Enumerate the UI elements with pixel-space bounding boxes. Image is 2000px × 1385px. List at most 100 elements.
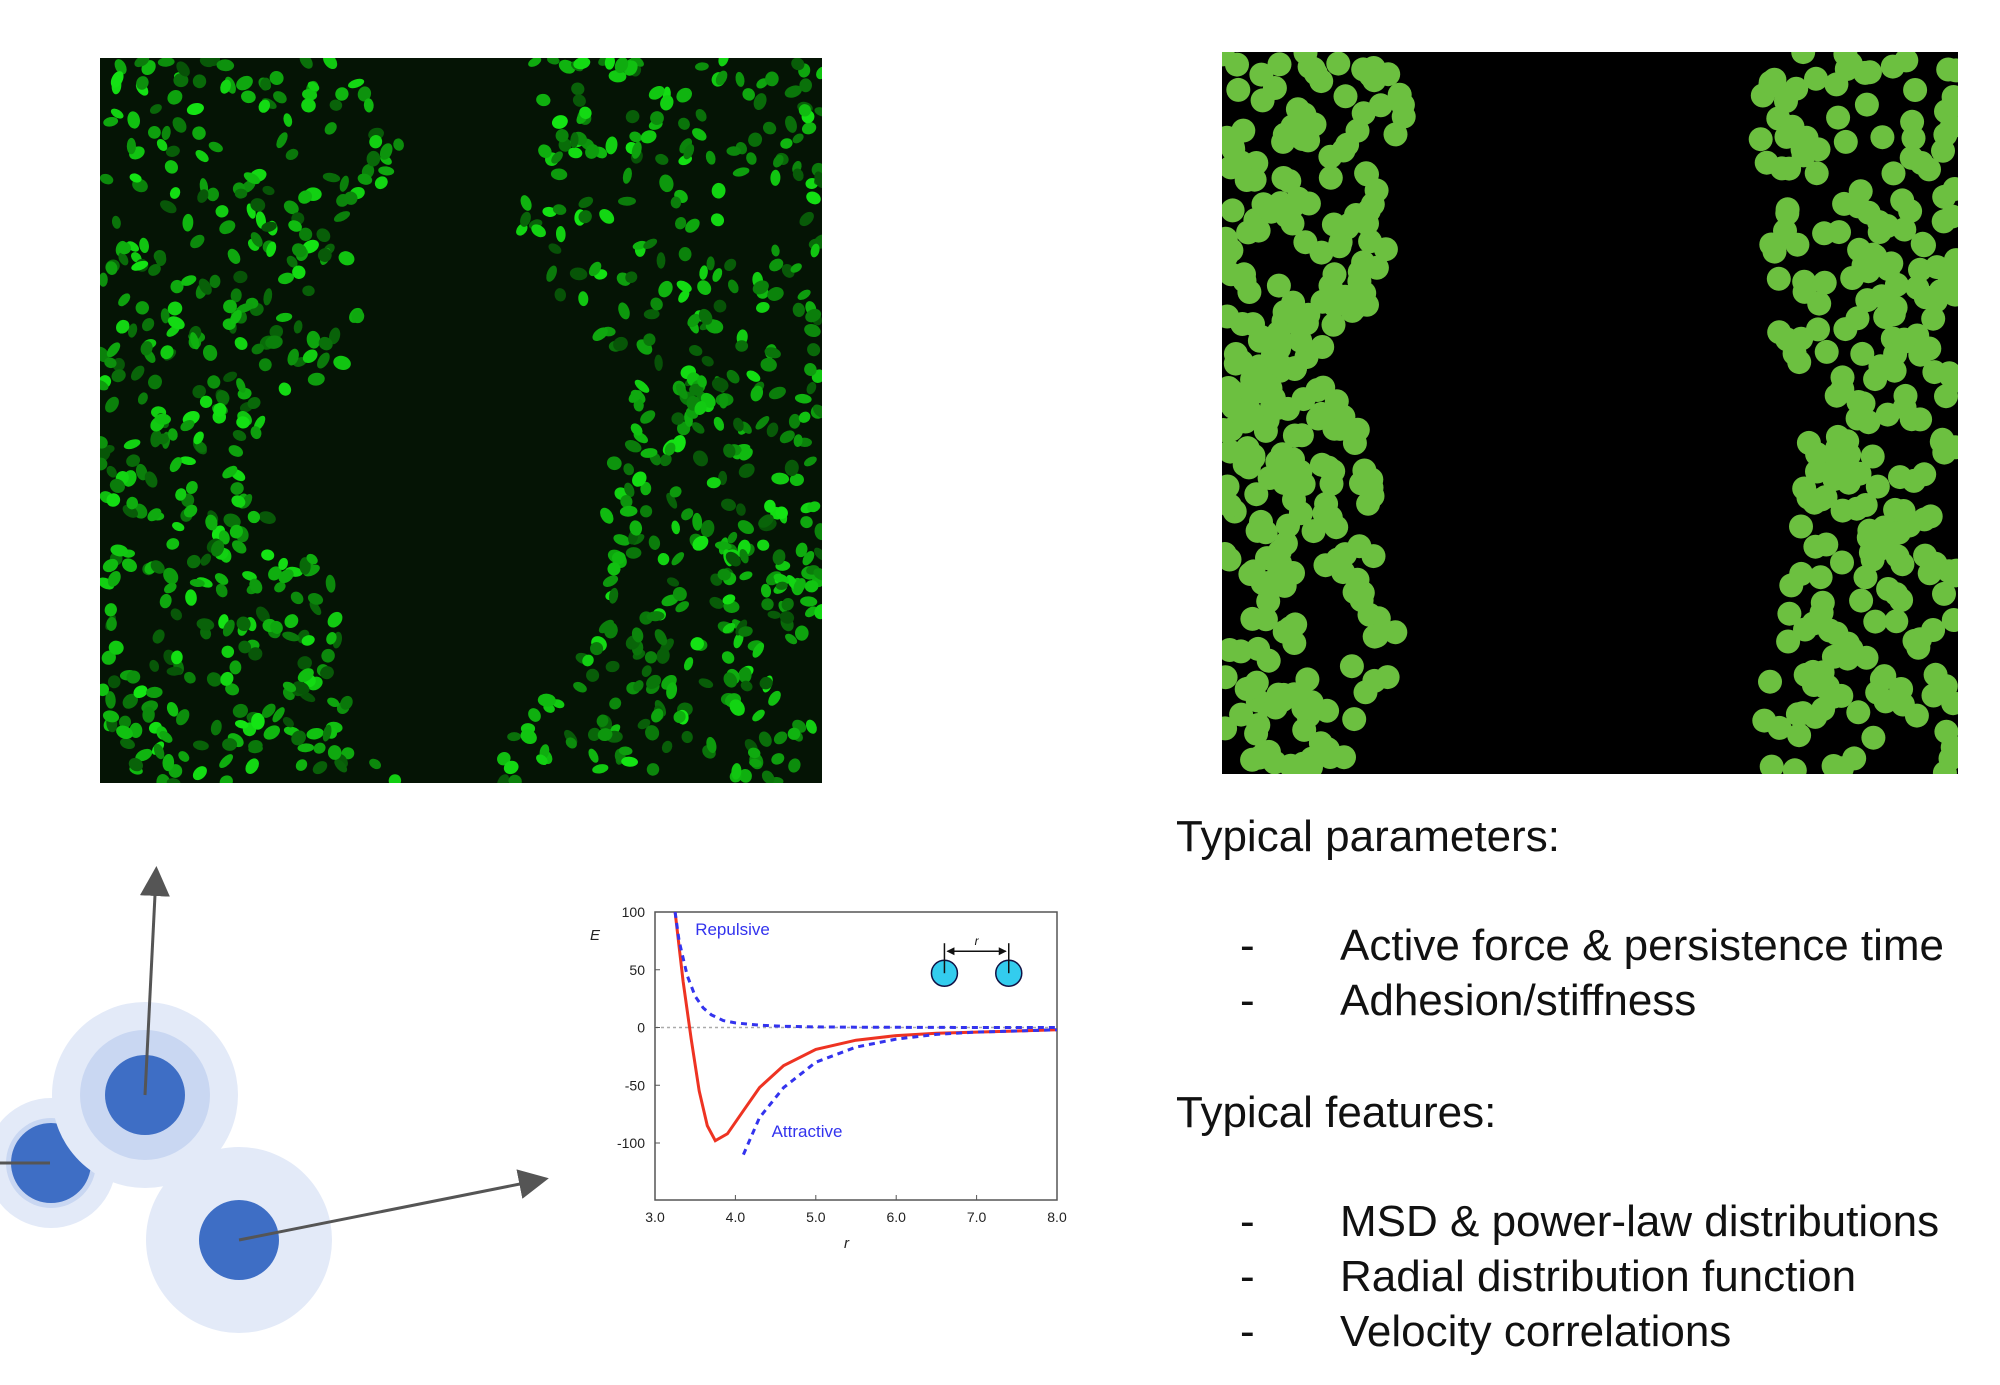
nucleus	[755, 416, 770, 430]
nucleus	[258, 99, 271, 113]
particle	[1222, 542, 1237, 566]
nucleus	[291, 730, 306, 746]
nucleus	[645, 725, 660, 741]
nucleus	[297, 656, 312, 670]
nucleus	[760, 583, 772, 598]
particle	[1266, 320, 1291, 345]
nucleus	[673, 710, 686, 724]
nucleus	[118, 715, 132, 729]
nucleus	[746, 370, 761, 382]
nucleus	[769, 258, 784, 272]
nucleus	[633, 680, 644, 692]
nucleus	[261, 221, 277, 232]
particle	[1246, 218, 1271, 243]
nucleus	[582, 654, 594, 667]
nucleus	[622, 167, 632, 184]
nucleus	[230, 288, 242, 303]
nucleus	[739, 769, 752, 783]
feature-item: MSD & power-law distributions	[1340, 1197, 1940, 1246]
particle	[1908, 342, 1933, 367]
particle	[1288, 501, 1313, 526]
nucleus	[236, 416, 250, 429]
particle	[1301, 57, 1326, 81]
nucleus	[167, 301, 183, 316]
nucleus	[706, 256, 715, 271]
nucleus	[624, 482, 635, 498]
nucleus	[100, 457, 108, 471]
nucleus	[805, 719, 817, 734]
nucleus	[655, 153, 669, 165]
nucleus	[230, 482, 244, 495]
particle-3	[146, 1147, 549, 1333]
nucleus	[262, 185, 275, 196]
microscopy-nuclei	[100, 58, 822, 783]
x-tick-label: 4.0	[726, 1209, 746, 1225]
particle	[1932, 581, 1956, 606]
nucleus	[101, 650, 116, 665]
nucleus	[697, 280, 712, 295]
bullet-dash: -	[1240, 921, 1255, 970]
nucleus	[770, 169, 781, 186]
nucleus	[250, 426, 262, 440]
nucleus	[232, 703, 249, 718]
nucleus	[735, 340, 749, 352]
particle	[1231, 118, 1256, 143]
nucleus	[222, 619, 235, 637]
nucleus	[186, 554, 201, 569]
nucleus	[784, 85, 802, 98]
nucleus	[640, 130, 657, 144]
nucleus	[316, 228, 331, 243]
nucleus	[273, 91, 287, 104]
nucleus	[569, 267, 588, 281]
nucleus	[764, 347, 781, 359]
nucleus	[292, 265, 306, 279]
nucleus	[698, 308, 713, 325]
nucleus	[282, 717, 294, 728]
particle	[1835, 646, 1860, 671]
nucleus	[278, 557, 288, 570]
x-tick-label: 5.0	[806, 1209, 826, 1225]
nucleus	[555, 129, 569, 143]
nucleus	[723, 672, 738, 688]
nucleus	[648, 535, 661, 550]
nucleus	[806, 191, 821, 205]
nucleus	[738, 626, 753, 637]
nucleus	[757, 539, 770, 551]
nucleus	[676, 280, 692, 293]
nucleus	[192, 384, 206, 399]
nucleus	[241, 90, 256, 104]
nucleus	[625, 271, 638, 283]
particle	[1810, 590, 1835, 615]
nucleus	[105, 691, 116, 709]
nucleus	[263, 288, 273, 306]
nucleus	[572, 94, 586, 107]
nucleus	[659, 453, 672, 467]
nucleus	[127, 323, 138, 338]
nucleus	[186, 102, 204, 116]
nucleus	[683, 657, 694, 671]
particle	[1253, 607, 1278, 632]
nucleus	[588, 748, 599, 763]
nucleus	[691, 422, 705, 434]
particle	[1904, 703, 1929, 728]
nucleus	[792, 168, 804, 182]
nucleus	[110, 108, 124, 119]
nucleus	[752, 642, 765, 658]
nucleus	[740, 680, 753, 692]
nucleus	[105, 261, 118, 275]
particle-2	[52, 866, 238, 1188]
particle	[1236, 455, 1261, 480]
nucleus	[313, 742, 326, 754]
particle	[1322, 262, 1347, 287]
nucleus	[348, 78, 365, 89]
nucleus	[736, 503, 746, 516]
particle	[1246, 713, 1271, 737]
nucleus	[618, 746, 633, 756]
nucleus	[268, 566, 282, 581]
particle	[1944, 58, 1958, 83]
particle	[1278, 616, 1302, 641]
particle	[1326, 52, 1351, 76]
nucleus	[321, 648, 335, 663]
nucleus	[161, 125, 171, 141]
nucleus	[366, 150, 381, 167]
